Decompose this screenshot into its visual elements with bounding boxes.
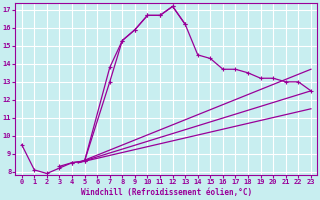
- X-axis label: Windchill (Refroidissement éolien,°C): Windchill (Refroidissement éolien,°C): [81, 188, 252, 197]
